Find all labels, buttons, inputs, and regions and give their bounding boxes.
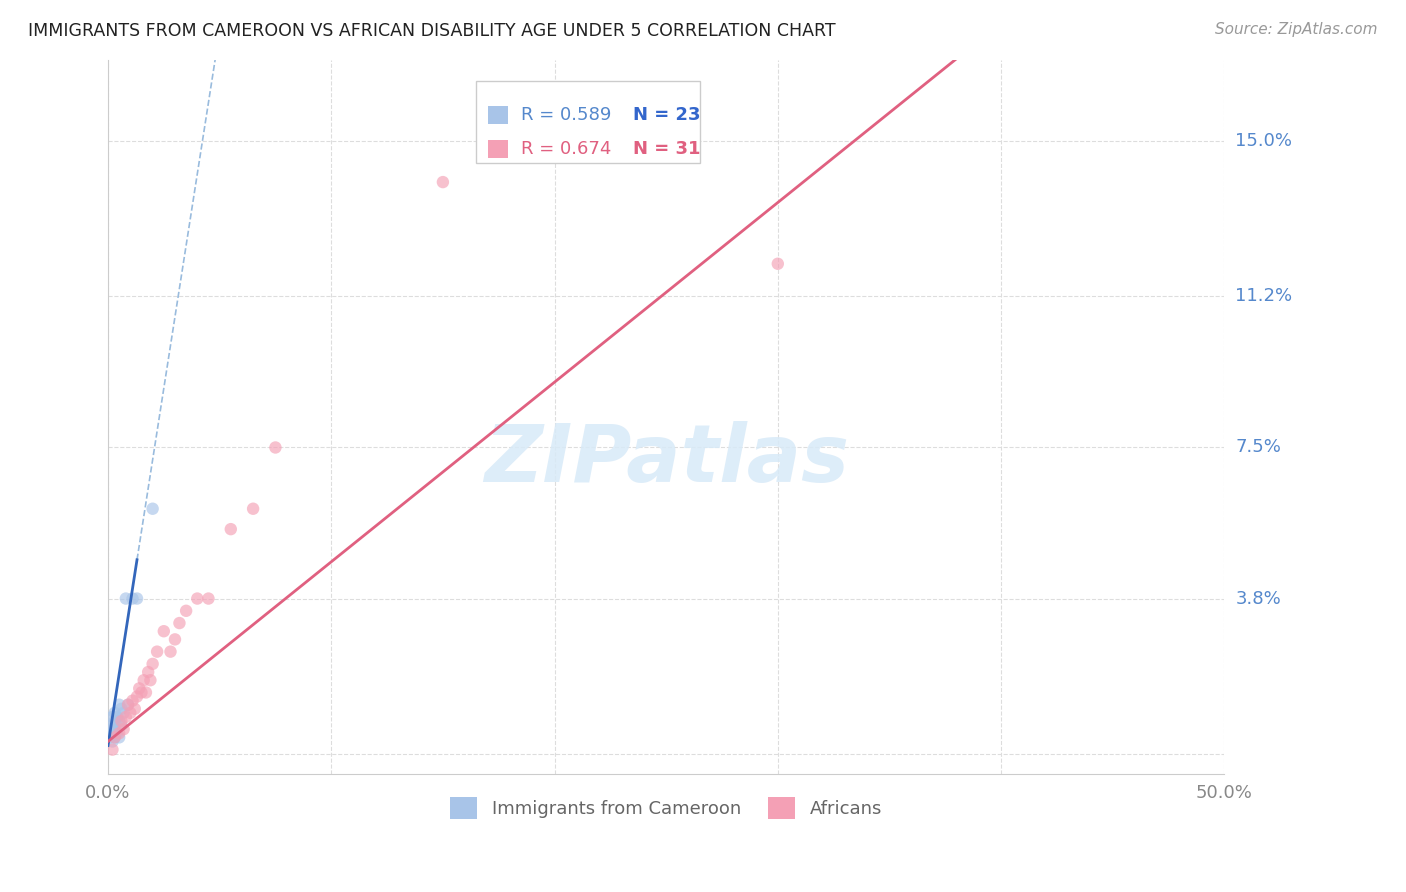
FancyBboxPatch shape — [488, 140, 508, 158]
Point — [98, 731, 121, 745]
Point — [112, 706, 135, 720]
Text: 11.2%: 11.2% — [1236, 287, 1292, 305]
Point — [117, 698, 139, 712]
FancyBboxPatch shape — [488, 106, 508, 124]
Point — [142, 501, 165, 516]
Point — [104, 731, 127, 745]
Text: IMMIGRANTS FROM CAMEROON VS AFRICAN DISABILITY AGE UNDER 5 CORRELATION CHART: IMMIGRANTS FROM CAMEROON VS AFRICAN DISA… — [28, 22, 835, 40]
Point — [121, 693, 143, 707]
FancyBboxPatch shape — [477, 81, 700, 163]
Point — [112, 723, 135, 737]
Point — [128, 681, 150, 696]
Point — [242, 501, 264, 516]
Point — [101, 734, 124, 748]
Text: Source: ZipAtlas.com: Source: ZipAtlas.com — [1215, 22, 1378, 37]
Point — [98, 723, 121, 737]
Text: 7.5%: 7.5% — [1236, 439, 1281, 457]
Point — [142, 657, 165, 671]
Text: R = 0.589: R = 0.589 — [522, 105, 612, 124]
Point — [101, 710, 124, 724]
Point — [101, 742, 124, 756]
Point — [121, 591, 143, 606]
Point — [186, 591, 208, 606]
Point — [219, 522, 242, 536]
Point — [108, 726, 131, 740]
Point — [125, 591, 148, 606]
Point — [110, 718, 132, 732]
Point — [108, 698, 131, 712]
Point — [264, 441, 287, 455]
Point — [139, 673, 162, 688]
Point — [766, 257, 789, 271]
Point — [174, 604, 197, 618]
Point — [105, 710, 128, 724]
Point — [163, 632, 186, 647]
Point — [104, 714, 127, 728]
Point — [159, 645, 181, 659]
Text: 15.0%: 15.0% — [1236, 132, 1292, 150]
Point — [131, 685, 153, 699]
Point — [124, 702, 146, 716]
Point — [117, 698, 139, 712]
Point — [101, 726, 124, 740]
Point — [108, 714, 131, 728]
Point — [104, 731, 127, 745]
Point — [153, 624, 176, 639]
Point — [104, 706, 127, 720]
Point — [120, 706, 142, 720]
Point — [136, 665, 159, 679]
Point — [108, 731, 131, 745]
Point — [125, 690, 148, 704]
Point — [169, 615, 191, 630]
Point — [110, 702, 132, 716]
Point — [135, 685, 157, 699]
Text: N = 31: N = 31 — [633, 140, 700, 158]
Text: R = 0.674: R = 0.674 — [522, 140, 612, 158]
Text: ZIPatlas: ZIPatlas — [484, 421, 849, 499]
Point — [432, 175, 454, 189]
Point — [115, 591, 138, 606]
Point — [105, 726, 128, 740]
Legend: Immigrants from Cameroon, Africans: Immigrants from Cameroon, Africans — [443, 789, 889, 826]
Point — [101, 718, 124, 732]
Point — [146, 645, 169, 659]
Point — [197, 591, 219, 606]
Text: 3.8%: 3.8% — [1236, 590, 1281, 607]
Point — [115, 710, 138, 724]
Point — [110, 714, 132, 728]
Point — [132, 673, 155, 688]
Point — [104, 723, 127, 737]
Text: N = 23: N = 23 — [633, 105, 700, 124]
